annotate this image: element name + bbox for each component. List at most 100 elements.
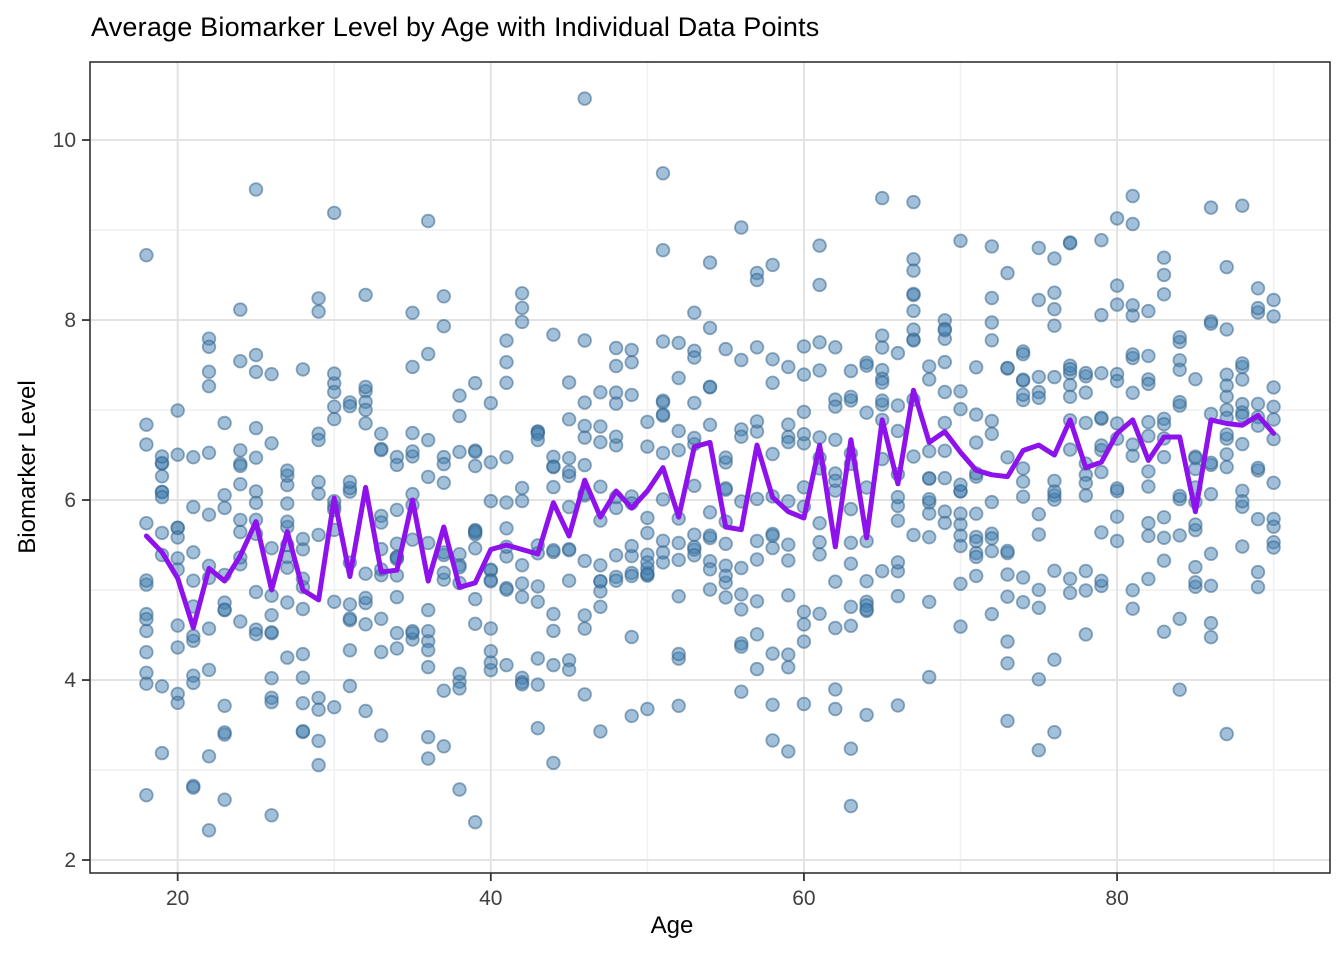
data-point: [358, 617, 373, 632]
y-tick-label: 10: [53, 129, 76, 152]
data-point: [546, 543, 561, 558]
data-point: [311, 733, 326, 749]
data-point: [796, 604, 812, 620]
data-point: [624, 708, 639, 724]
data-point: [1172, 330, 1187, 345]
data-point: [1156, 449, 1172, 465]
data-point: [1203, 316, 1219, 331]
data-point: [702, 582, 718, 597]
data-point: [421, 346, 436, 362]
data-point: [217, 415, 232, 431]
data-point: [593, 419, 608, 434]
data-point: [233, 443, 248, 458]
data-point: [1125, 298, 1140, 313]
data-point: [1047, 484, 1062, 499]
data-point: [436, 456, 452, 472]
data-point: [702, 528, 718, 543]
data-point: [812, 516, 827, 531]
data-point: [984, 426, 1000, 442]
data-point: [514, 300, 530, 316]
data-point: [1250, 281, 1266, 296]
data-point: [1062, 377, 1078, 393]
data-point: [1141, 515, 1156, 531]
data-point: [812, 363, 827, 378]
panel-background: [90, 62, 1330, 873]
data-point: [859, 602, 874, 617]
data-point: [248, 627, 264, 642]
data-point: [374, 728, 389, 743]
data-point: [734, 684, 749, 699]
data-point: [217, 725, 232, 740]
data-point: [1047, 285, 1062, 300]
data-point: [687, 478, 702, 494]
data-point: [233, 512, 248, 528]
data-point: [1094, 573, 1109, 589]
data-point: [311, 291, 326, 306]
data-point: [358, 703, 373, 719]
data-point: [436, 319, 452, 334]
data-point: [561, 573, 577, 588]
data-point: [969, 549, 984, 565]
data-point: [875, 393, 890, 408]
data-point: [1156, 417, 1172, 432]
data-point: [358, 566, 373, 581]
data-point: [468, 458, 483, 474]
data-point: [233, 458, 248, 474]
data-point: [154, 469, 170, 484]
data-point: [859, 405, 874, 420]
data-point: [421, 432, 436, 448]
x-tick-label: 60: [792, 887, 815, 910]
data-point: [561, 451, 577, 466]
data-point: [812, 547, 827, 562]
data-point: [687, 430, 702, 446]
data-point: [217, 488, 232, 503]
data-point: [421, 469, 436, 485]
data-point: [186, 450, 201, 465]
data-point: [922, 444, 937, 459]
data-point: [374, 442, 389, 458]
data-point: [1203, 486, 1219, 502]
data-point: [546, 606, 561, 622]
data-point: [640, 439, 655, 454]
data-point: [1015, 461, 1031, 476]
data-point: [749, 272, 765, 288]
data-point: [1015, 570, 1031, 585]
data-point: [969, 534, 984, 549]
data-point: [655, 334, 671, 349]
data-point: [969, 568, 984, 584]
data-point: [781, 660, 796, 675]
data-point: [264, 671, 279, 686]
data-point: [1219, 259, 1234, 275]
data-point: [828, 620, 843, 636]
data-point: [389, 502, 405, 518]
data-point: [233, 354, 248, 369]
data-point: [1156, 250, 1172, 265]
data-point: [248, 495, 264, 511]
data-point: [984, 413, 1000, 429]
data-point: [139, 623, 154, 639]
data-point: [1266, 399, 1281, 415]
data-point: [875, 190, 890, 206]
data-point: [671, 646, 686, 662]
data-point: [734, 639, 749, 654]
data-point: [1000, 589, 1015, 604]
data-point: [890, 489, 906, 505]
data-point: [1094, 366, 1109, 381]
data-point: [421, 642, 436, 658]
data-point: [421, 659, 436, 675]
data-point: [280, 595, 295, 610]
data-point: [530, 677, 546, 692]
data-point: [201, 621, 217, 636]
data-point: [1062, 442, 1078, 457]
data-point: [953, 477, 968, 492]
data-point: [922, 594, 937, 610]
data-point: [953, 233, 968, 249]
data-point: [468, 591, 483, 607]
data-point: [624, 355, 639, 370]
data-point: [640, 555, 655, 570]
data-point: [1062, 361, 1078, 377]
data-point: [1109, 211, 1125, 226]
data-point: [436, 739, 452, 754]
data-point: [765, 646, 780, 661]
data-point: [922, 492, 937, 507]
